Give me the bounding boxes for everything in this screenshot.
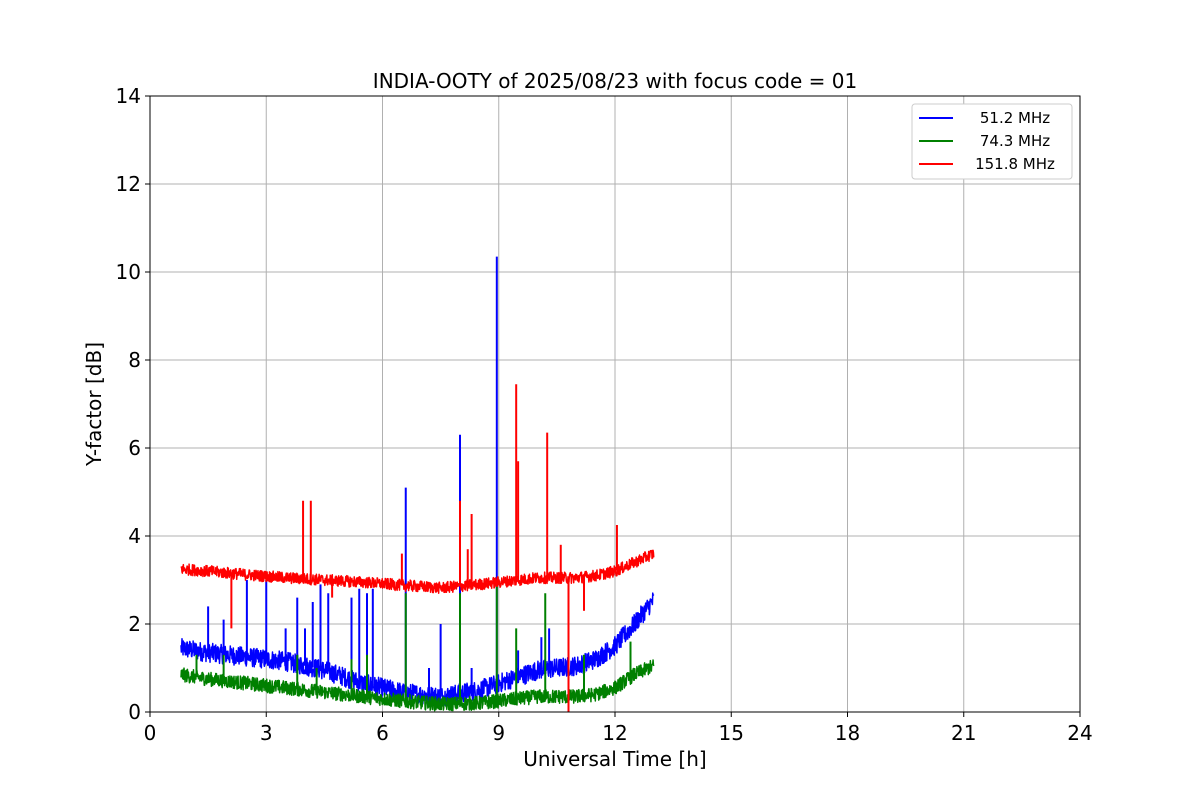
y-tick-label: 4 xyxy=(128,524,141,548)
legend-label: 74.3 MHz xyxy=(980,132,1050,150)
series-0 xyxy=(180,256,655,707)
x-tick-label: 21 xyxy=(951,721,976,745)
grid xyxy=(149,95,1081,713)
series-line xyxy=(180,659,655,712)
y-tick-label: 2 xyxy=(128,612,141,636)
x-tick-label: 15 xyxy=(719,721,744,745)
x-axis-label: Universal Time [h] xyxy=(523,747,706,771)
x-tick-label: 9 xyxy=(492,721,505,745)
chart-title: INDIA-OOTY of 2025/08/23 with focus code… xyxy=(373,69,857,93)
x-tick-label: 18 xyxy=(835,721,860,745)
series-2 xyxy=(180,384,655,712)
x-tick-label: 6 xyxy=(376,721,389,745)
x-tick-label: 3 xyxy=(260,721,273,745)
y-tick-label: 6 xyxy=(128,436,141,460)
legend-label: 151.8 MHz xyxy=(975,155,1055,173)
y-tick-label: 14 xyxy=(116,84,141,108)
x-tick-label: 12 xyxy=(602,721,627,745)
series-1 xyxy=(180,584,655,712)
legend: 51.2 MHz 74.3 MHz 151.8 MHz xyxy=(911,103,1073,180)
legend-label: 51.2 MHz xyxy=(980,109,1050,127)
x-tick-label: 24 xyxy=(1067,721,1092,745)
x-tick-label: 0 xyxy=(144,721,157,745)
y-tick-label: 10 xyxy=(116,260,141,284)
legend-box xyxy=(911,103,1073,180)
series-line xyxy=(180,549,655,594)
y-axis: 0 2 4 6 8 10 12 14 xyxy=(116,84,150,724)
y-tick-label: 0 xyxy=(128,700,141,724)
y-tick-label: 12 xyxy=(116,172,141,196)
series-layer xyxy=(180,256,655,712)
x-axis: 0 3 6 9 12 15 18 21 24 xyxy=(144,712,1093,745)
y-tick-label: 8 xyxy=(128,348,141,372)
y-axis-label: Y-factor [dB] xyxy=(82,342,106,467)
